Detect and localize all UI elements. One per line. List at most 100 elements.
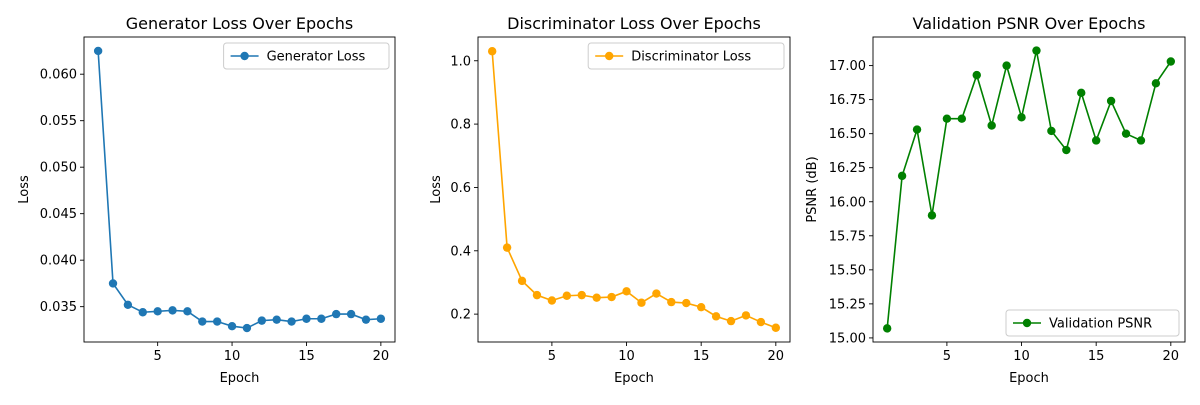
legend: Generator Loss — [223, 42, 390, 70]
data-point — [502, 243, 512, 252]
x-tick-label: 10 — [618, 349, 635, 364]
x-tick-label: 15 — [1088, 349, 1105, 364]
y-tick-label: 0.060 — [40, 68, 77, 83]
legend-marker — [605, 51, 614, 61]
data-point — [1121, 129, 1131, 138]
y-tick-label: 15.50 — [829, 263, 866, 278]
plot-frame — [83, 36, 396, 343]
data-point — [123, 300, 133, 310]
y-tick-label: 16.75 — [829, 93, 866, 108]
x-axis-label: Epoch — [220, 371, 260, 386]
y-tick-label: 0.035 — [40, 300, 77, 315]
y-tick-label: 0.4 — [450, 244, 471, 259]
y-tick-label: 0.2 — [450, 308, 471, 323]
data-point — [272, 315, 281, 324]
y-tick-label: 0.6 — [450, 181, 471, 196]
data-point — [927, 211, 937, 220]
data-point — [108, 279, 118, 288]
data-point — [711, 312, 721, 321]
data-point — [487, 47, 497, 56]
y-tick-label: 1.0 — [450, 54, 471, 69]
data-point — [227, 321, 237, 331]
data-point — [987, 121, 996, 130]
data-point — [771, 323, 781, 332]
x-axis-label: Epoch — [614, 371, 654, 386]
data-point — [287, 317, 296, 326]
data-point — [332, 309, 341, 319]
data-point — [1151, 79, 1161, 88]
series-line — [97, 50, 381, 329]
data-point — [346, 309, 356, 319]
y-tick-label: 16.00 — [829, 195, 866, 210]
legend-box — [1005, 309, 1180, 337]
y-tick-label: 15.25 — [829, 297, 866, 312]
x-tick-label: 20 — [768, 349, 785, 364]
legend-label: Generator Loss — [267, 50, 366, 65]
data-point — [756, 317, 766, 327]
y-axis-label: PSNR (dB) — [805, 156, 820, 222]
data-point — [592, 293, 601, 302]
y-axis-label: Loss — [429, 175, 444, 204]
data-point — [637, 298, 646, 307]
data-point — [682, 298, 691, 308]
data-point — [1106, 96, 1116, 106]
legend-label: Discriminator Loss — [631, 50, 751, 65]
data-point — [972, 70, 981, 80]
data-point — [547, 296, 557, 305]
data-point — [317, 314, 326, 323]
x-tick-label: 10 — [224, 349, 241, 364]
data-point — [652, 289, 661, 298]
data-point — [1166, 57, 1176, 66]
legend-box — [587, 42, 785, 70]
data-point — [1032, 46, 1041, 55]
data-point — [562, 291, 572, 300]
data-point — [1002, 61, 1011, 70]
y-tick-label: 0.045 — [40, 207, 77, 222]
y-tick-label: 0.8 — [450, 118, 471, 133]
plot-frame — [477, 36, 791, 343]
data-point — [1091, 136, 1101, 145]
y-tick-label: 16.50 — [829, 127, 866, 142]
legend-marker — [240, 51, 249, 61]
data-point — [361, 315, 371, 324]
data-point — [212, 317, 222, 326]
y-tick-label: 0.040 — [40, 254, 77, 269]
data-point — [302, 314, 311, 323]
x-tick-label: 20 — [373, 349, 390, 364]
data-point — [138, 308, 147, 317]
y-tick-label: 0.055 — [40, 114, 77, 129]
legend-label: Validation PSNR — [1049, 317, 1152, 332]
y-tick-label: 16.25 — [829, 161, 866, 176]
x-tick-label: 15 — [298, 349, 315, 364]
data-point — [741, 311, 751, 320]
y-tick-label: 17.00 — [829, 59, 866, 74]
data-point — [696, 302, 706, 312]
data-point — [667, 297, 676, 307]
data-point — [912, 125, 922, 134]
x-tick-label: 10 — [1013, 349, 1030, 364]
data-point — [622, 287, 631, 296]
chart-title: Discriminator Loss Over Epochs — [507, 14, 761, 33]
x-tick-label: 15 — [693, 349, 710, 364]
legend: Discriminator Loss — [587, 42, 785, 70]
chart-panel-1: Generator Loss Over Epochs 5 10 15 20 0.035 0.… — [17, 14, 396, 386]
chart-title: Generator Loss Over Epochs — [126, 14, 353, 33]
data-point — [242, 323, 252, 333]
data-point — [897, 171, 907, 181]
chart-panel-3: Validation PSNR Over Epochs 5 10 15 20 15.00 1… — [805, 14, 1186, 386]
data-point — [376, 314, 386, 323]
x-tick-label: 5 — [943, 349, 951, 364]
legend: Validation PSNR — [1005, 309, 1180, 337]
data-point — [1136, 136, 1146, 145]
data-point — [532, 290, 542, 300]
series-line — [491, 51, 777, 329]
data-point — [726, 316, 736, 326]
data-point — [942, 114, 952, 123]
chart-panel-2: Discriminator Loss Over Epochs 5 10 15 20 0.2… — [429, 14, 791, 386]
plot-frame — [872, 36, 1186, 343]
legend-marker — [1022, 318, 1032, 328]
data-point — [257, 316, 267, 325]
data-point — [183, 307, 192, 316]
data-point — [607, 292, 616, 302]
data-point — [1062, 145, 1071, 155]
